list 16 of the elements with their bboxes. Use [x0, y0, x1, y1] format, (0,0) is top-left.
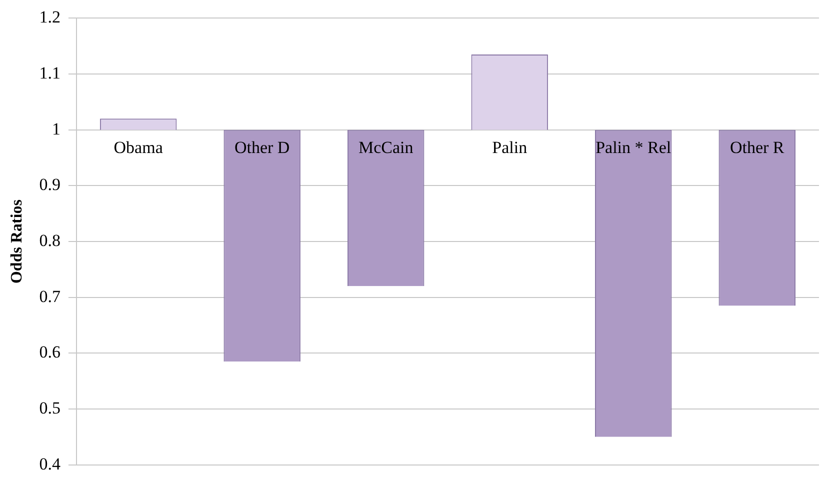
y-tick-label: 0.4 — [39, 454, 61, 474]
y-tick-label: 1.2 — [39, 8, 60, 27]
x-tick-label: Palin * Rel — [596, 138, 672, 157]
y-axis-title: Odds Ratios — [8, 199, 26, 284]
y-tick-label: 0.5 — [39, 398, 60, 418]
x-tick-label: Other R — [730, 138, 785, 157]
y-tick-label: 0.9 — [39, 175, 60, 194]
x-tick-label: Other D — [234, 138, 290, 157]
y-tick-label: 1 — [52, 119, 60, 138]
x-tick-label: McCain — [358, 138, 414, 157]
y-tick-label: 1.1 — [39, 63, 60, 82]
x-tick-label: Palin — [492, 138, 528, 157]
y-tick-label: 0.7 — [39, 286, 61, 306]
y-tick-label: 0.6 — [39, 342, 60, 362]
x-tick-label: Obama — [114, 138, 164, 157]
y-tick-label: 0.8 — [39, 230, 60, 250]
